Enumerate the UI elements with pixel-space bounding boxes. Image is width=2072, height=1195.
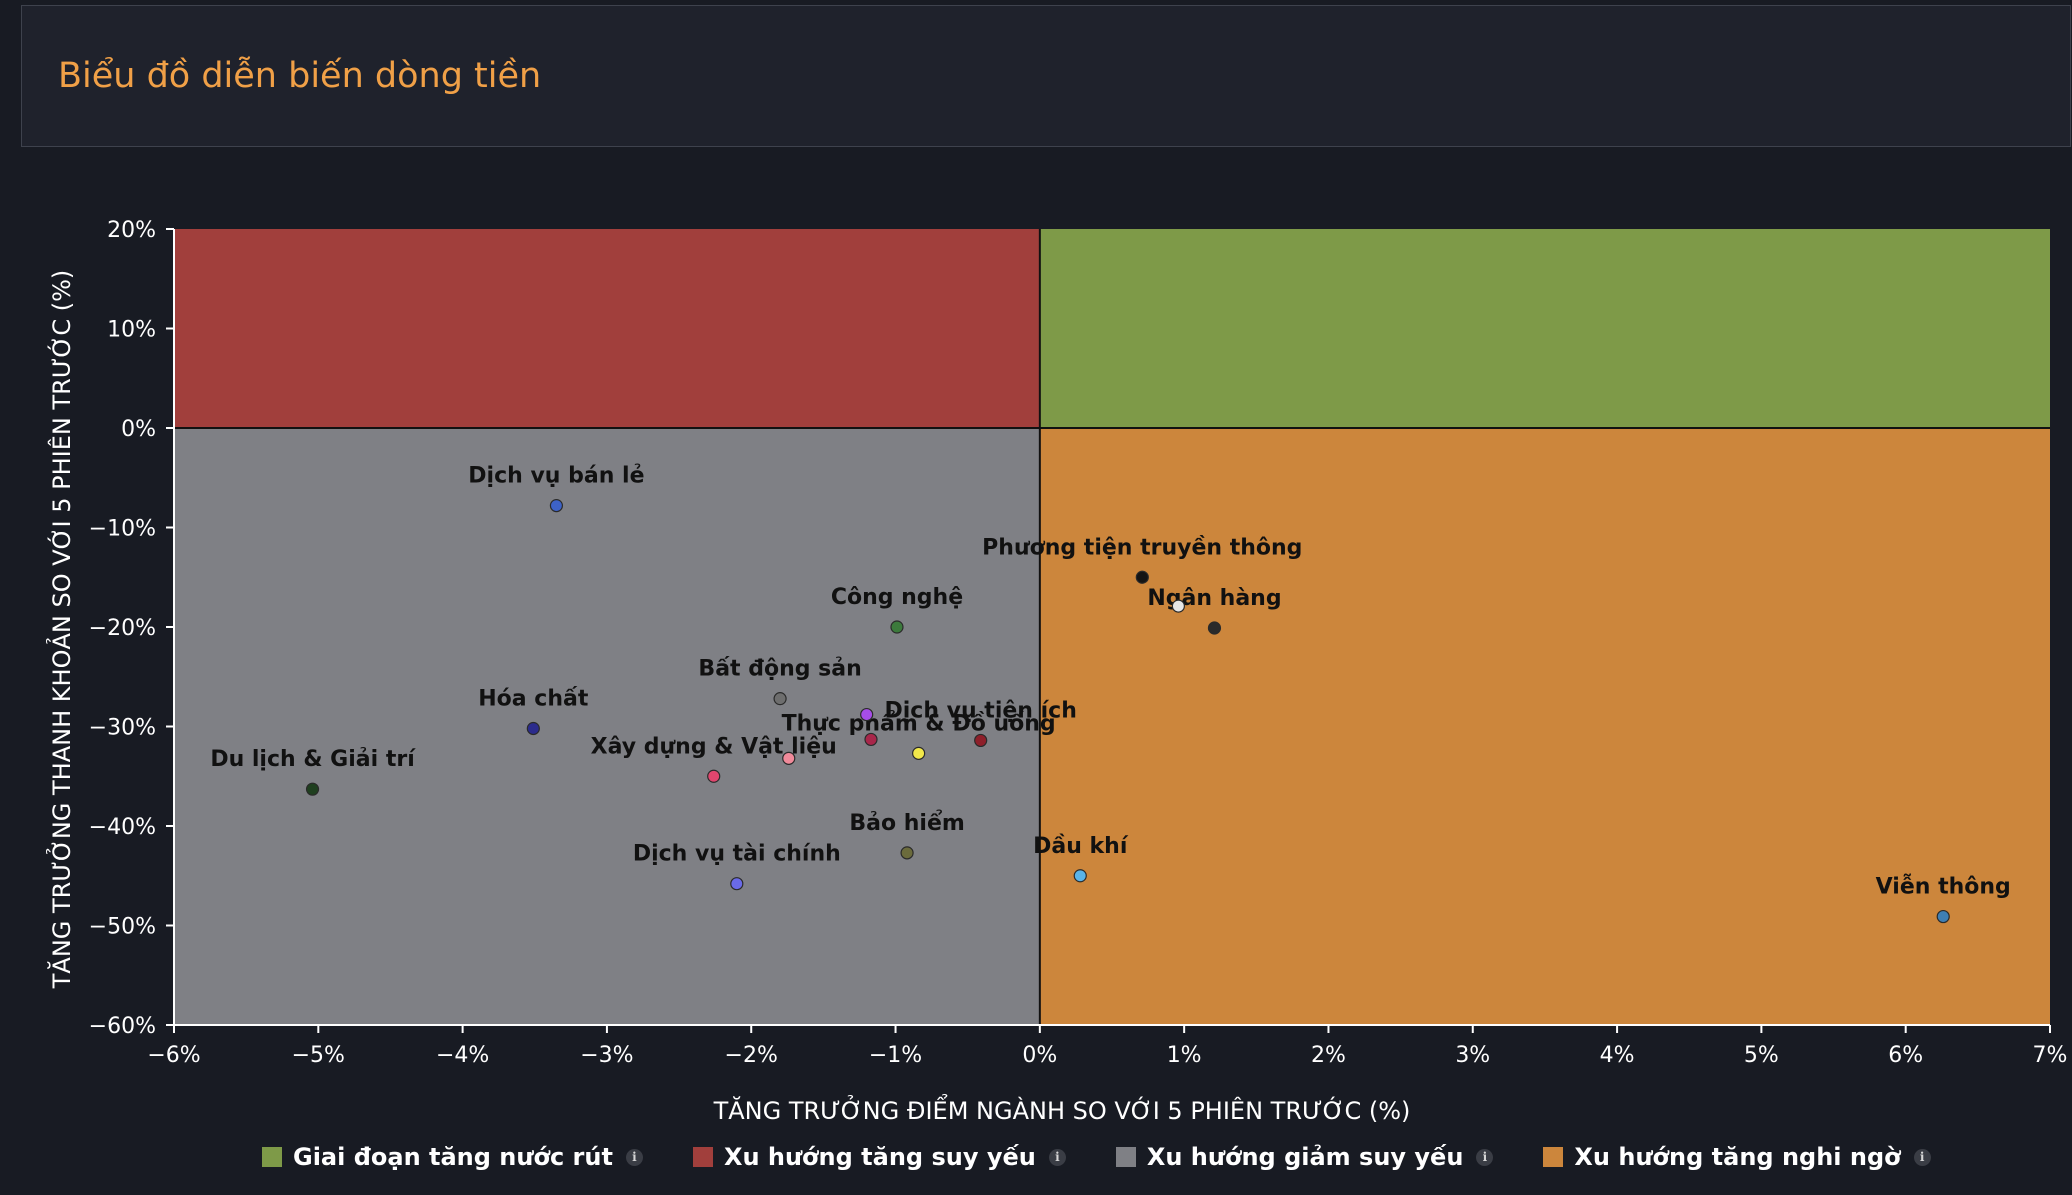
y-tick-label: −40% bbox=[89, 815, 156, 840]
data-point[interactable] bbox=[707, 769, 721, 783]
info-icon[interactable]: i bbox=[1913, 1148, 1931, 1166]
data-point-label: Bất động sản bbox=[698, 657, 861, 682]
legend-item[interactable]: Xu hướng tăng suy yếu i bbox=[692, 1143, 1066, 1171]
data-point[interactable] bbox=[1135, 570, 1149, 584]
data-point-label: Dịch vụ tài chính bbox=[633, 842, 841, 867]
data-point-label: Du lịch & Giải trí bbox=[210, 747, 416, 772]
quadrant-bottom-left bbox=[174, 428, 1040, 1025]
legend-label: Xu hướng tăng nghi ngờ bbox=[1574, 1143, 1901, 1171]
data-point[interactable] bbox=[526, 721, 540, 736]
data-point[interactable] bbox=[730, 877, 744, 891]
data-point[interactable] bbox=[1207, 621, 1222, 635]
x-tick-label: −1% bbox=[869, 1043, 922, 1068]
data-point-label: Ngân hàng bbox=[1147, 586, 1281, 611]
data-point-label: Thực phẩm & Đồ uống bbox=[782, 710, 1056, 736]
data-point-label: Dầu khí bbox=[1033, 834, 1129, 859]
data-point-label: Hóa chất bbox=[478, 686, 589, 711]
data-point[interactable] bbox=[912, 746, 926, 760]
x-tick-label: −2% bbox=[725, 1043, 778, 1068]
data-point[interactable] bbox=[1171, 599, 1185, 613]
data-point-label: Dịch vụ bán lẻ bbox=[468, 464, 644, 489]
data-point-label: Xây dựng & Vật liệu bbox=[591, 734, 837, 759]
legend-swatch bbox=[692, 1147, 713, 1167]
quadrant-bottom-right bbox=[1039, 428, 2050, 1025]
y-tick-label: −60% bbox=[89, 1014, 156, 1039]
legend-label: Giai đoạn tăng nước rút bbox=[293, 1143, 613, 1171]
data-point[interactable] bbox=[305, 782, 320, 796]
data-point-label: Dịch vụ tiện ích bbox=[884, 698, 1076, 723]
data-point[interactable] bbox=[773, 692, 787, 706]
info-icon[interactable]: i bbox=[1048, 1148, 1066, 1166]
data-point-label: Công nghệ bbox=[831, 585, 963, 610]
data-point[interactable] bbox=[860, 707, 874, 722]
legend-item[interactable]: Xu hướng tăng nghi ngờ i bbox=[1543, 1143, 1931, 1171]
chart-legend: Giai đoạn tăng nước rút i Xu hướng tăng su… bbox=[262, 1139, 1981, 1175]
header-panel: Biểu đồ diễn biến dòng tiền bbox=[21, 5, 2071, 147]
data-point[interactable] bbox=[549, 499, 564, 513]
data-point[interactable] bbox=[974, 733, 988, 748]
data-point-label: Phương tiện truyền thông bbox=[982, 535, 1302, 560]
y-tick-label: −50% bbox=[89, 915, 156, 940]
data-point[interactable] bbox=[782, 751, 796, 765]
y-axis-title: TĂNG TRƯỞNG THANH KHOẢN SO VỚI 5 PHIÊN T… bbox=[45, 270, 76, 990]
legend-item[interactable]: Xu hướng giảm suy yếu i bbox=[1115, 1143, 1494, 1171]
y-tick-label: 20% bbox=[107, 218, 156, 243]
x-tick-label: 1% bbox=[1167, 1043, 1202, 1068]
info-icon[interactable]: i bbox=[625, 1148, 643, 1166]
x-tick-label: −3% bbox=[580, 1043, 633, 1068]
data-point[interactable] bbox=[1936, 909, 1950, 924]
legend-label: Xu hướng tăng suy yếu bbox=[723, 1143, 1036, 1171]
x-tick-label: 4% bbox=[1600, 1043, 1635, 1068]
x-tick-label: 3% bbox=[1455, 1043, 1490, 1068]
legend-label: Xu hướng giảm suy yếu bbox=[1146, 1143, 1464, 1171]
legend-swatch bbox=[1115, 1147, 1136, 1167]
x-tick-label: −4% bbox=[436, 1043, 489, 1068]
quadrant-top-right bbox=[1039, 229, 2050, 428]
data-point-label: Viễn thông bbox=[1876, 875, 2011, 900]
data-point-label: Bảo hiểm bbox=[849, 810, 964, 836]
legend-swatch bbox=[262, 1147, 282, 1167]
legend-item[interactable]: Giai đoạn tăng nước rút i bbox=[262, 1143, 643, 1171]
y-tick-label: 10% bbox=[107, 318, 156, 343]
y-tick-label: 0% bbox=[121, 417, 156, 442]
info-icon[interactable]: i bbox=[1476, 1148, 1494, 1166]
x-tick-label: 5% bbox=[1744, 1043, 1779, 1068]
page-title: Biểu đồ diễn biến dòng tiền bbox=[58, 56, 542, 96]
x-tick-label: 6% bbox=[1888, 1043, 1923, 1068]
x-tick-label: 7% bbox=[2033, 1043, 2068, 1068]
y-tick-label: −30% bbox=[89, 716, 156, 741]
x-tick-label: −5% bbox=[292, 1043, 345, 1068]
y-tick-label: −20% bbox=[89, 616, 156, 641]
y-tick-label: −10% bbox=[89, 517, 156, 542]
x-axis-title: TĂNG TRƯỞNG ĐIỂM NGÀNH SO VỚI 5 PHIÊN TR… bbox=[713, 1093, 1411, 1125]
data-point[interactable] bbox=[890, 620, 904, 634]
data-point[interactable] bbox=[864, 732, 878, 747]
x-tick-label: −6% bbox=[147, 1043, 200, 1068]
quadrant-top-left bbox=[174, 229, 1040, 428]
data-point[interactable] bbox=[1073, 869, 1087, 883]
legend-swatch bbox=[1543, 1147, 1564, 1167]
x-tick-label: 2% bbox=[1311, 1043, 1346, 1068]
data-point[interactable] bbox=[900, 846, 914, 860]
x-tick-label: 0% bbox=[1022, 1043, 1057, 1068]
